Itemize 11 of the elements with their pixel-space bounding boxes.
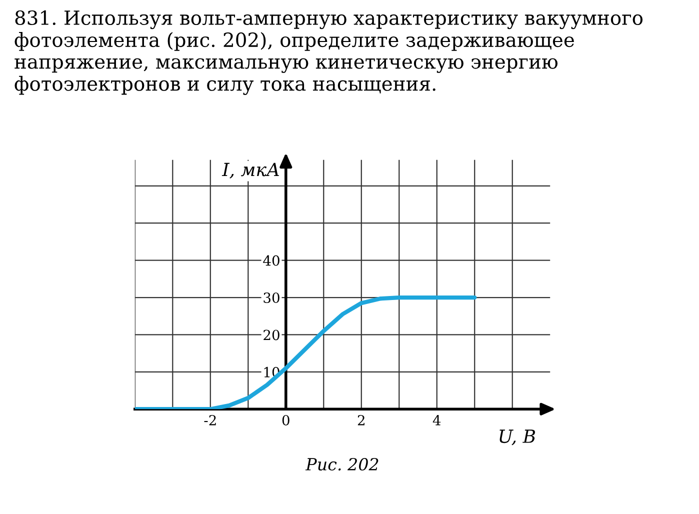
x-tick-label: 0 [282, 414, 290, 426]
y-axis-title: I, мкА [222, 162, 279, 178]
x-tick-label: 4 [432, 414, 441, 426]
x-axis-title: U, В [500, 430, 536, 446]
y-tick-label: 20 [264, 330, 280, 340]
chart-title: 831. Используя вольт-амперную характеристику вакуумного фотоэлемента (рис. 202), определите задерживающее напряжение, максимальную кинетическую энергию фотоэлектронов и силу тока насыщения. [14, 10, 643, 95]
text: Рис. 202 [305, 458, 378, 471]
y-tick-label: 40 [263, 255, 280, 266]
y-tick-label: 30 [264, 292, 280, 303]
x-tick-label: 2 [358, 414, 364, 426]
x-tick-label: -2 [204, 414, 216, 426]
